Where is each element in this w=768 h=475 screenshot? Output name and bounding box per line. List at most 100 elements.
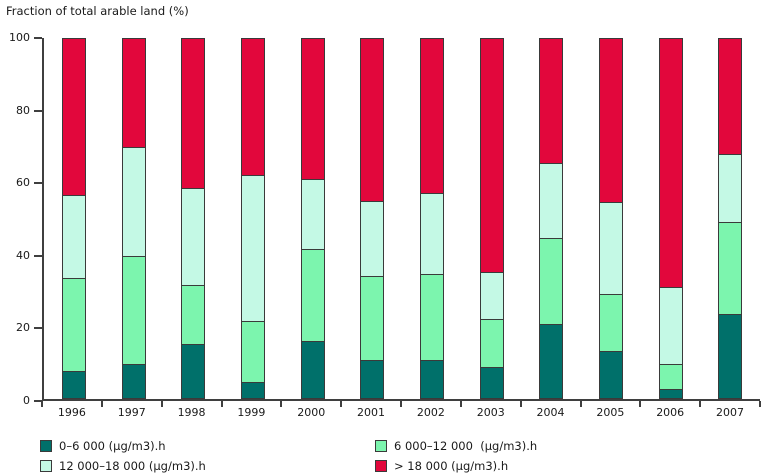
bar-2002 (419, 38, 444, 399)
bar-2004 (539, 38, 564, 399)
legend-label: 6 000–12 000 (µg/m3).h (394, 439, 538, 453)
segment (182, 39, 205, 188)
segment (122, 39, 145, 147)
segment (540, 324, 563, 398)
segment (659, 389, 682, 398)
segment (122, 363, 145, 398)
x-tick-mark (100, 401, 103, 407)
y-tick-mark (34, 37, 42, 39)
segment (599, 293, 622, 352)
bar-2006 (658, 38, 683, 399)
y-tick-mark (34, 254, 42, 257)
y-tick-mark (34, 182, 42, 185)
x-tick-mark (400, 401, 402, 407)
x-axis-label: 2007 (716, 406, 745, 419)
legend-swatch (40, 460, 52, 472)
segment (420, 360, 443, 398)
legend-item: 12 000–18 000 (µg/m3).h (40, 459, 375, 473)
legend-label: 0–6 000 (µg/m3).h (59, 439, 166, 453)
segment (599, 351, 622, 398)
y-tick-mark (34, 109, 42, 112)
bar-2005 (598, 38, 623, 399)
x-tick-mark (519, 401, 522, 407)
x-axis-labels: 1996 1997 1998 1999 2000 2001 2002 2003 2004 2005… (42, 406, 760, 419)
segment (599, 202, 622, 294)
bar-slot (462, 38, 522, 399)
y-tick-label: 40 (16, 248, 30, 262)
legend-swatch (375, 460, 387, 472)
segment (301, 39, 324, 179)
segment (182, 344, 205, 398)
x-tick-mark (579, 401, 582, 407)
bar-slot (104, 38, 164, 399)
legend-label: > 18 000 (µg/m3).h (394, 459, 509, 473)
bars-container (44, 38, 760, 399)
segment (62, 277, 85, 372)
segment (361, 39, 384, 201)
x-tick-mark (160, 401, 163, 407)
legend: 0–6 000 (µg/m3).h 6 000–12 000 (µg/m3).h 1… (40, 439, 538, 473)
segment (361, 360, 384, 398)
bar-2003 (479, 38, 504, 399)
x-axis-label: 2002 (416, 406, 445, 419)
segment (182, 187, 205, 285)
segment (719, 39, 742, 154)
x-axis-label: 1997 (117, 406, 146, 419)
segment (659, 286, 682, 364)
x-tick-mark (759, 401, 761, 407)
segment (241, 320, 264, 382)
bar-slot (283, 38, 343, 399)
bar-1999 (240, 38, 265, 399)
segment (122, 146, 145, 257)
segment (182, 284, 205, 345)
segment (480, 367, 503, 398)
segment (420, 39, 443, 194)
bar-slot (641, 38, 701, 399)
segment (540, 39, 563, 163)
legend-item: 0–6 000 (µg/m3).h (40, 439, 375, 453)
segment (480, 39, 503, 273)
y-tick-label: 20 (16, 321, 30, 335)
legend-item: > 18 000 (µg/m3).h (375, 459, 537, 473)
bar-2001 (360, 38, 385, 399)
x-tick-mark (699, 401, 702, 407)
bar-slot (44, 38, 104, 399)
segment (540, 238, 563, 325)
segment (241, 39, 264, 176)
x-tick-mark (459, 401, 462, 407)
x-axis-label: 2005 (596, 406, 625, 419)
segment (62, 195, 85, 278)
x-axis-label: 2006 (656, 406, 685, 419)
legend-swatch (375, 440, 387, 452)
segment (480, 272, 503, 319)
legend-item: 6 000–12 000 (µg/m3).h (375, 439, 538, 453)
x-tick-mark (280, 401, 283, 407)
segment (241, 381, 264, 398)
bar-slot (581, 38, 641, 399)
y-tick-mark (34, 327, 42, 330)
x-tick-mark (639, 401, 642, 407)
segment (719, 153, 742, 223)
bar-2000 (300, 38, 325, 399)
plot-area (42, 38, 760, 401)
segment (599, 39, 622, 203)
y-tick-mark (34, 400, 42, 402)
segment (659, 39, 682, 287)
bar-slot (700, 38, 760, 399)
segment (122, 256, 145, 364)
bar-1997 (121, 38, 146, 399)
y-tick-label: 80 (16, 103, 30, 117)
segment (301, 179, 324, 249)
x-tick-mark (340, 401, 343, 407)
legend-swatch (40, 440, 52, 452)
segment (719, 313, 742, 398)
y-tick-label: 100 (9, 31, 30, 44)
x-axis-label: 2004 (536, 406, 565, 419)
segment (62, 39, 85, 196)
segment (361, 200, 384, 276)
bar-slot (402, 38, 462, 399)
x-axis-label: 2003 (476, 406, 505, 419)
x-tick-mark (220, 401, 223, 407)
segment (62, 371, 85, 398)
